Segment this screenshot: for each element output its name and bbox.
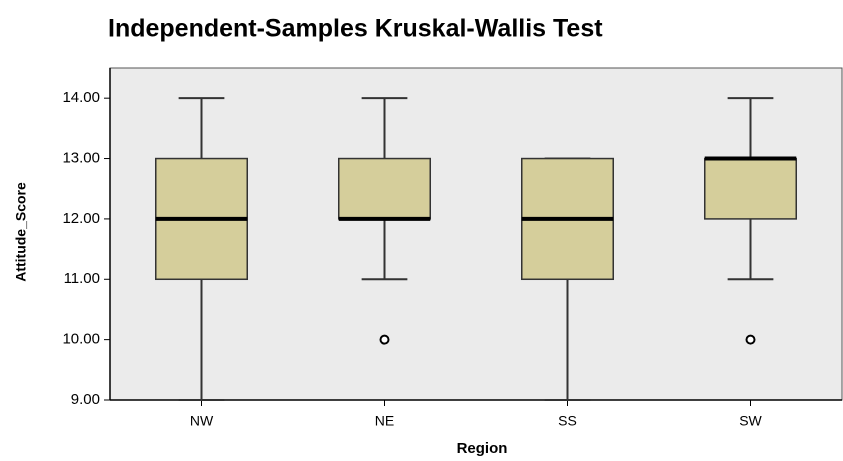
x-tick-label: NW — [190, 413, 214, 429]
box — [704, 157, 797, 220]
y-tick-label: 9.00 — [71, 391, 100, 408]
chart-title: Independent-Samples Kruskal-Wallis Test — [108, 15, 603, 43]
x-tick-label: NE — [375, 413, 394, 429]
outlier — [745, 334, 756, 345]
y-tick-label: 13.00 — [62, 150, 100, 167]
outlier — [379, 334, 390, 345]
x-tick-label: SW — [739, 413, 762, 429]
x-axis-label: Region — [457, 440, 508, 457]
x-tick-label: SS — [558, 413, 577, 429]
y-axis-label: Attitude_Score — [13, 182, 29, 282]
y-tick-label: 10.00 — [62, 331, 100, 348]
y-tick-label: 14.00 — [62, 89, 100, 106]
y-tick-label: 12.00 — [62, 210, 100, 227]
box — [338, 157, 431, 220]
y-tick-label: 11.00 — [64, 270, 100, 287]
